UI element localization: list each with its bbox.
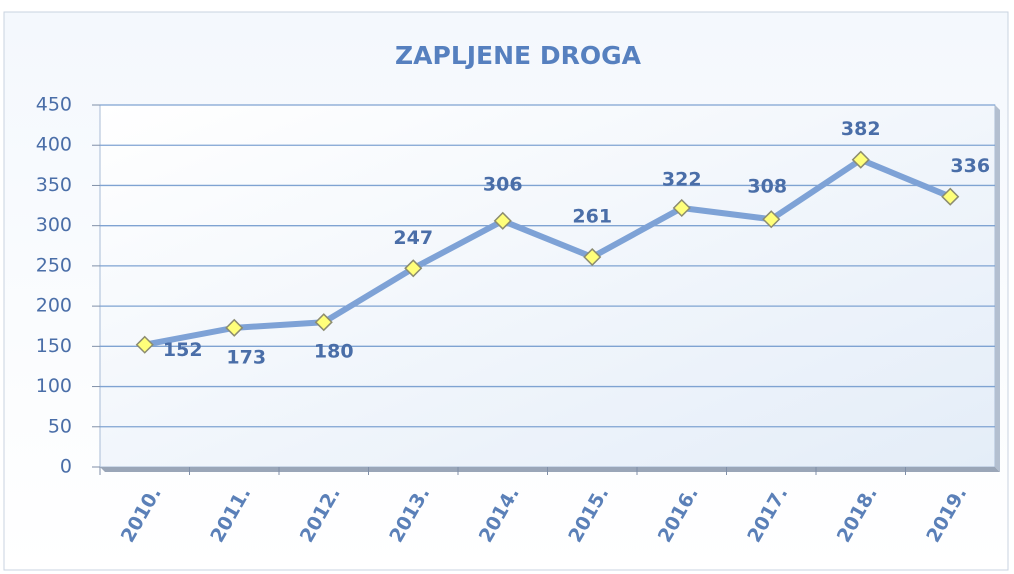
y-tick-label: 150: [36, 335, 72, 357]
marker: [225, 318, 244, 337]
data-label: 306: [483, 173, 523, 195]
data-label: 261: [572, 206, 612, 228]
data-label: 180: [314, 341, 354, 363]
data-label: 247: [393, 227, 433, 249]
data-label: 308: [747, 176, 787, 198]
y-tick-label: 200: [36, 295, 72, 317]
marker: [672, 198, 691, 218]
data-label: 173: [226, 346, 266, 368]
marker: [493, 211, 512, 230]
y-tick-label: 350: [36, 174, 72, 196]
y-tick-label: 450: [36, 94, 72, 116]
marker: [135, 335, 154, 354]
plot-area: [99, 104, 996, 468]
data-label: 152: [163, 339, 203, 361]
marker: [762, 210, 781, 229]
chart-title: ZAPLJENE DROGA: [395, 41, 642, 70]
y-tick-label: 50: [48, 415, 72, 437]
marker: [583, 247, 602, 267]
y-tick-label: 250: [36, 254, 72, 276]
y-tick-label: 100: [36, 375, 72, 397]
marker: [314, 313, 333, 332]
data-label: 336: [950, 155, 990, 177]
line-series: [144, 156, 952, 348]
plot-floor: [100, 467, 1000, 472]
marker: [851, 150, 870, 169]
data-label: 322: [662, 168, 702, 190]
marker: [404, 259, 423, 278]
plot-wall: [995, 105, 1000, 472]
data-label: 382: [841, 118, 881, 140]
y-tick-label: 0: [60, 456, 72, 478]
y-tick-label: 400: [36, 134, 72, 156]
y-tick-label: 300: [36, 214, 72, 236]
marker: [941, 187, 960, 206]
